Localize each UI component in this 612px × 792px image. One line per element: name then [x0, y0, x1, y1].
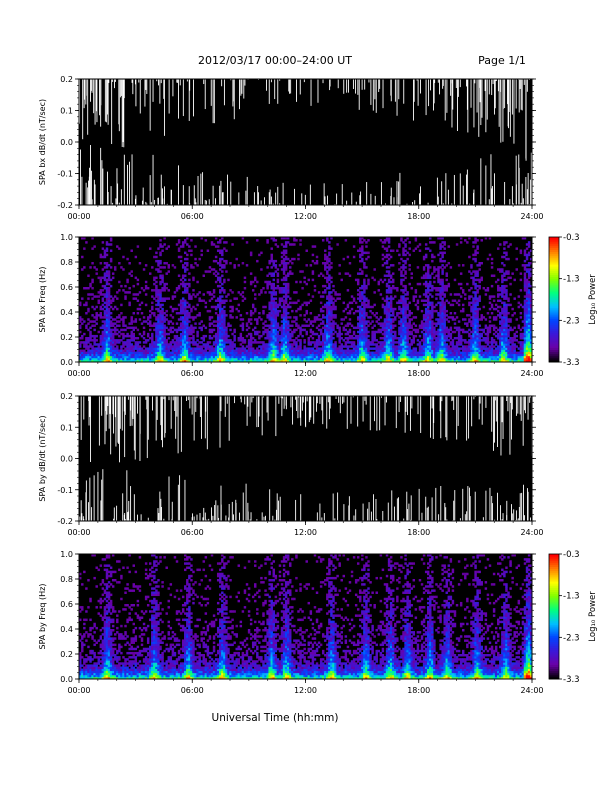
- spectrogram-panel-3: 1.0 0.8 0.6 0.4 0.2 0.0 00:00 06:00 12:00 18:00 24…: [38, 550, 544, 695]
- colorbar-tick-label: -0.3: [563, 550, 580, 560]
- x-tick-label: 12:00: [294, 212, 317, 221]
- y-tick-label: -0.1: [57, 486, 73, 495]
- x-tick-label: 06:00: [181, 528, 204, 537]
- x-tick-label: 18:00: [407, 686, 430, 695]
- y-tick-label: 0.2: [60, 333, 73, 342]
- colorbar-tick-label: -3.3: [563, 675, 580, 685]
- x-tick-label: 24:00: [520, 212, 543, 221]
- y-axis-label: SPA by dB/dt (nT/sec): [38, 415, 47, 501]
- y-tick-label: 1.0: [60, 550, 73, 559]
- colorbar-tick-label: -0.3: [563, 233, 580, 243]
- x-axis-label: Universal Time (hh:mm): [212, 712, 339, 724]
- y-tick-label: -0.2: [57, 201, 73, 210]
- spectrogram-cells: [79, 554, 532, 679]
- y-tick-label: 0.2: [60, 392, 73, 401]
- y-tick-label: 0.0: [60, 358, 73, 367]
- y-tick-label: -0.2: [57, 517, 73, 526]
- x-tick-label: 24:00: [520, 369, 543, 378]
- y-tick-label: 0.0: [60, 455, 73, 464]
- x-tick-label: 00:00: [67, 369, 90, 378]
- colorbar-label: Log₁₀ Power: [588, 274, 598, 325]
- x-tick-label: 12:00: [294, 528, 317, 537]
- y-tick-label: 0.1: [60, 423, 73, 432]
- y-tick-label: 0.0: [60, 138, 73, 147]
- y-tick-label: 0.1: [60, 107, 73, 116]
- waveform-upper-gaps: [80, 396, 532, 463]
- y-axis-label: SPA by Freq (Hz): [38, 584, 47, 650]
- colorbar-tick-label: -2.3: [563, 633, 580, 643]
- colorbar-label: Log₁₀ Power: [588, 591, 598, 642]
- y-tick-label: 0.6: [60, 283, 73, 292]
- y-tick-label: 0.4: [60, 625, 73, 634]
- y-tick-label: 0.6: [60, 600, 73, 609]
- spectrogram-cells: [79, 237, 532, 362]
- y-tick-label: 0.2: [60, 75, 73, 84]
- y-tick-label: 0.0: [60, 675, 73, 684]
- x-tick-label: 24:00: [520, 686, 543, 695]
- x-tick-label: 12:00: [294, 686, 317, 695]
- x-tick-label: 18:00: [407, 212, 430, 221]
- colorbar-tick-label: -2.3: [563, 316, 580, 326]
- x-tick-label: 12:00: [294, 369, 317, 378]
- x-tick-label: 00:00: [67, 212, 90, 221]
- waveform-panel-0: 0.2 0.1 0.0 -0.1 -0.2 00:00 06:00 12:00 18:00 24:…: [38, 75, 544, 221]
- colorbar-1: -0.3 -1.3 -2.3 -3.3 Log₁₀ Power: [548, 233, 598, 368]
- colorbar-tick-label: -3.3: [563, 358, 580, 368]
- waveform-lower-gaps: [79, 469, 531, 521]
- y-tick-label: 0.8: [60, 258, 73, 267]
- x-tick-label: 00:00: [67, 528, 90, 537]
- x-tick-label: 18:00: [407, 369, 430, 378]
- waveform-lower-gaps: [80, 145, 532, 205]
- y-axis-label: SPA bx Freq (Hz): [38, 267, 47, 333]
- x-tick-label: 24:00: [520, 528, 543, 537]
- colorbar-tick-label: -1.3: [563, 592, 580, 602]
- y-axis-label: SPA bx dB/dt (nT/sec): [38, 99, 47, 185]
- colorbar-tick-label: -1.3: [563, 275, 580, 285]
- waveform-panel-2: 0.2 0.1 0.0 -0.1 -0.2 00:00 06:00 12:00 18:00 24:…: [38, 392, 544, 537]
- x-tick-label: 06:00: [181, 686, 204, 695]
- figure-title: 2012/03/17 00:00–24:00 UT: [198, 54, 352, 67]
- y-tick-label: 0.2: [60, 650, 73, 659]
- spectrogram-panel-1: 1.0 0.8 0.6 0.4 0.2 0.0 00:00 06:00 12:00 18:00 24…: [38, 233, 544, 378]
- plot-area: [79, 79, 532, 205]
- x-tick-label: 06:00: [181, 369, 204, 378]
- y-tick-label: 0.8: [60, 575, 73, 584]
- y-tick-label: -0.1: [57, 170, 73, 179]
- y-tick-label: 1.0: [60, 233, 73, 242]
- x-tick-label: 06:00: [181, 212, 204, 221]
- x-tick-label: 00:00: [67, 686, 90, 695]
- colorbar-3: -0.3 -1.3 -2.3 -3.3 Log₁₀ Power: [548, 550, 598, 685]
- y-tick-label: 0.4: [60, 308, 73, 317]
- x-tick-label: 18:00: [407, 528, 430, 537]
- panels: 0.2 0.1 0.0 -0.1 -0.2 00:00 06:00 12:00 18:00 24:…: [38, 75, 598, 695]
- page-number: Page 1/1: [478, 54, 526, 67]
